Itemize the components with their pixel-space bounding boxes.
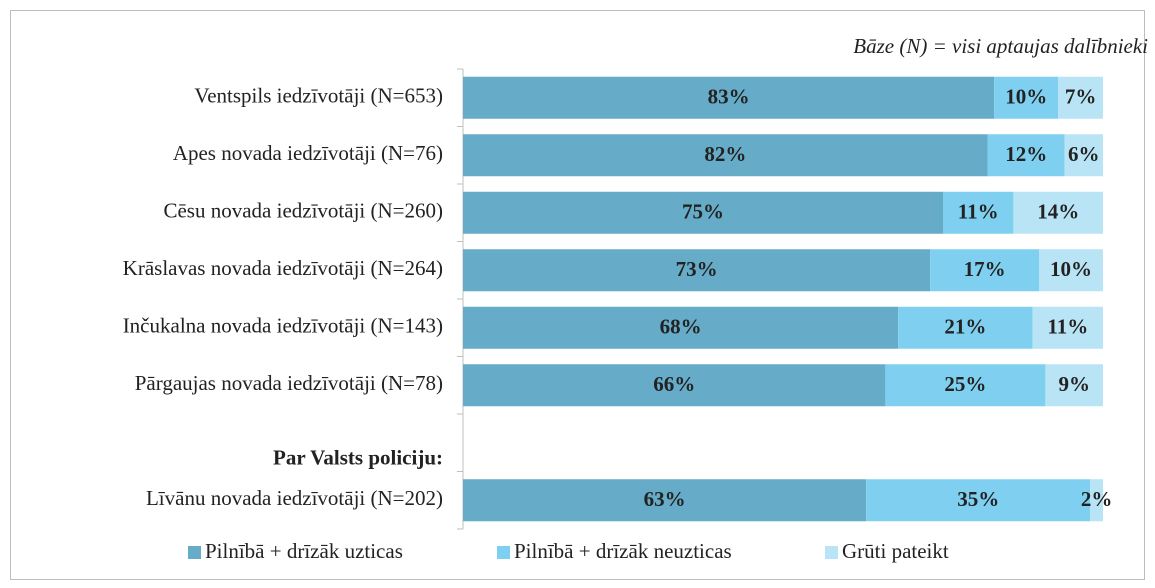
bar-segment [463,306,899,349]
legend-label: Pilnībā + drīzāk uzticas [205,539,403,563]
value-label: 10% [1050,257,1092,281]
y-tick-label: Krāslavas novada iedzīvotāji (N=264) [123,256,443,280]
bar-segment [1045,364,1103,407]
y-tick-label: Pārgaujas novada iedzīvotāji (N=78) [135,371,443,395]
value-label: 73% [676,257,718,281]
bar-segment [930,249,1039,292]
bar-segment [463,191,943,234]
bar-segment [866,479,1091,522]
y-tick-label: Par Valsts policiju: [273,446,443,470]
legend-label: Pilnībā + drīzāk neuzticas [514,539,732,563]
legend-label: Grūti pateikt [842,539,949,563]
y-tick-label: Ventspils iedzīvotāji (N=653) [194,84,443,108]
bar-segment [463,249,931,292]
value-label: 12% [1005,142,1047,166]
legend-swatch [497,546,510,559]
value-label: 68% [660,315,702,339]
value-label: 83% [708,85,750,109]
y-tick-label: Līvānu novada iedzīvotāji (N=202) [146,486,443,510]
value-label: 11% [958,200,999,224]
bar-segment [943,191,1014,234]
legend-swatch [188,546,201,559]
bar-segment [463,134,988,177]
value-label: 14% [1037,200,1079,224]
legend-swatch [825,546,838,559]
value-label: 25% [944,372,986,396]
value-label: 63% [644,487,686,511]
value-label: 17% [964,257,1006,281]
value-label: 7% [1065,85,1097,109]
value-label: 10% [1005,85,1047,109]
bar-segment [885,364,1046,407]
value-label: 35% [957,487,999,511]
value-label: 21% [944,315,986,339]
value-label: 6% [1068,142,1100,166]
value-label: 82% [704,142,746,166]
y-tick-label: Apes novada iedzīvotāji (N=76) [173,141,443,165]
bar-segment [1090,479,1103,522]
bar-segment [898,306,1033,349]
bar-segment [1032,306,1103,349]
bar-segment [463,76,995,119]
y-tick-label: Inčukalna novada iedzīvotāji (N=143) [123,314,443,338]
bar-segment [1013,191,1103,234]
value-label: 75% [682,200,724,224]
value-label: 2% [1081,487,1113,511]
bar-segment [463,479,867,522]
bar-segment [1064,134,1103,177]
chart-subtitle: Bāze (N) = visi aptaujas dalībnieki [853,34,1148,58]
bar-segment [1039,249,1103,292]
bar-segment [987,134,1065,177]
value-label: 9% [1058,372,1090,396]
bar-segment [463,364,886,407]
y-tick-label: Cēsu novada iedzīvotāji (N=260) [163,199,443,223]
bar-segment [994,76,1059,119]
value-label: 66% [653,372,695,396]
bar-segment [1058,76,1103,119]
value-label: 11% [1047,315,1088,339]
